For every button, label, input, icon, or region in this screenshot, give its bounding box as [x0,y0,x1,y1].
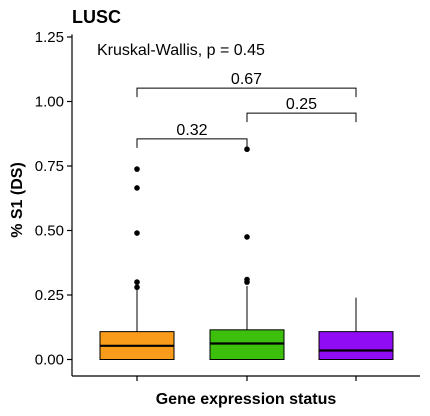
box [318,331,394,360]
y-tick-label: 1.00 [35,94,64,111]
outlier-point [244,234,250,240]
outlier-point [134,166,140,172]
plot-area: 0.00 0.25 0.50 0.75 1.00 1.25 0.32 0.25 0.67 [35,29,420,381]
comparison-bracket [246,112,357,123]
kruskal-wallis-annotation: Kruskal-Wallis, p = 0.45 [97,42,265,59]
outlier-point [244,276,250,283]
comparison-bracket [136,87,357,98]
comparison-p-value: 0.67 [231,71,262,88]
comparison-p-value: 0.32 [176,122,207,139]
chart-title: LUSC [72,7,121,27]
y-tick-label: 0.00 [35,352,64,369]
outlier-point [134,185,140,191]
y-tick-label: 1.25 [35,29,64,46]
outlier-point [134,279,140,285]
outlier-point [134,284,140,291]
x-axis-title: Gene expression status [156,391,337,408]
y-tick-label: 0.50 [35,223,64,240]
y-axis-title: % S1 (DS) [9,162,26,238]
outlier-point [244,146,250,153]
comparison-p-value: 0.25 [286,96,317,113]
outlier-point [134,230,140,236]
comparison-bracket [136,138,248,148]
y-tick-label: 0.75 [35,158,64,175]
y-tick-label: 0.25 [35,287,64,304]
box [209,329,285,360]
